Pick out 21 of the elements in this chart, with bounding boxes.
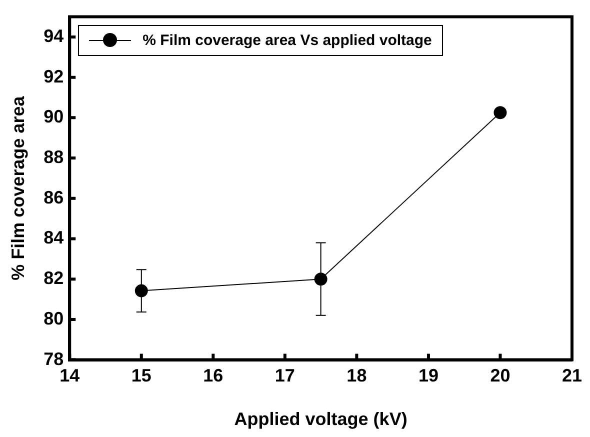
x-axis-title: Applied voltage (kV) <box>234 409 408 430</box>
x-tick-label: 15 <box>131 366 152 386</box>
y-axis-title: % Film coverage area <box>8 95 28 280</box>
y-tick-label: 80 <box>44 308 64 328</box>
y-tick-label: 88 <box>44 147 64 168</box>
x-tick-label: 21 <box>562 366 582 386</box>
x-tick-label: 18 <box>346 366 367 386</box>
y-tick-label: 90 <box>44 106 64 127</box>
y-tick-label: 82 <box>44 268 64 288</box>
point <box>494 106 507 120</box>
x-tick-label: 16 <box>203 366 224 386</box>
x-tick-label: 17 <box>274 366 295 386</box>
point <box>314 272 328 286</box>
y-tick-label: 94 <box>44 26 64 46</box>
point <box>134 284 148 298</box>
x-tick-label: 20 <box>490 366 510 386</box>
y-tick-label: 84 <box>44 228 64 248</box>
legend-label: % Film coverage area Vs applied voltage <box>142 32 432 49</box>
x-tick-label: 19 <box>418 366 438 386</box>
y-tick-label: 86 <box>44 187 64 208</box>
y-tick-label: 92 <box>44 66 64 86</box>
